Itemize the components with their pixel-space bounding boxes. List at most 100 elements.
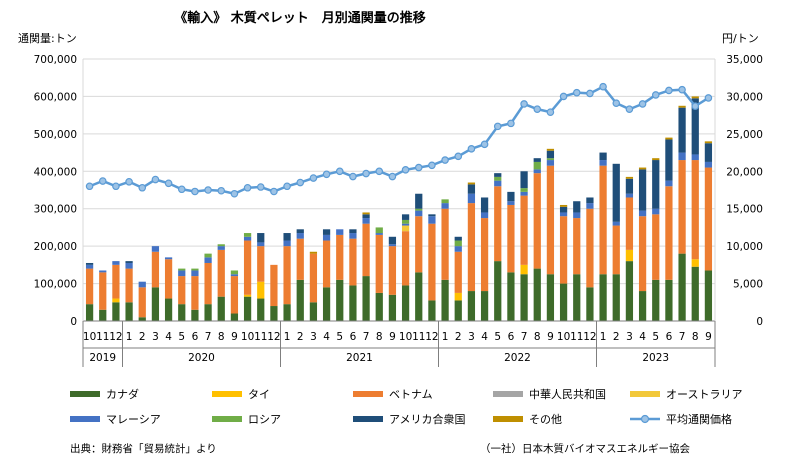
bar-segment <box>546 148 555 151</box>
left-axis-label: 通関量:トン <box>18 32 77 45</box>
month-label: 10 <box>241 331 254 343</box>
bar-segment <box>296 229 304 234</box>
bar-segment <box>625 178 634 194</box>
legend-marker <box>640 414 650 424</box>
bar-segment <box>704 143 713 162</box>
bar-segment <box>336 234 344 280</box>
month-label: 1 <box>126 331 133 343</box>
bar-segment <box>362 214 370 219</box>
bar-segment <box>480 291 489 321</box>
month-label: 9 <box>231 331 238 343</box>
bar-segment <box>204 262 212 305</box>
bar-segment <box>586 197 594 204</box>
price-point <box>454 152 463 161</box>
bar-segment <box>652 158 660 161</box>
right-tick-label: 35,000 <box>726 54 763 66</box>
bar-segment <box>99 270 107 273</box>
price-point <box>572 88 581 97</box>
bar-segment <box>507 272 515 321</box>
bar-segment <box>257 246 265 282</box>
month-label: 10 <box>83 331 96 343</box>
bar-segment <box>573 274 581 321</box>
bar-segment <box>204 304 212 321</box>
bar-segment <box>99 272 107 310</box>
month-label: 10 <box>399 331 412 343</box>
bar-segment <box>296 279 304 321</box>
bar-segment <box>85 268 94 305</box>
bar-segment <box>230 270 239 275</box>
bar-segment <box>638 291 647 321</box>
bar-segment <box>625 176 634 179</box>
bar-segment <box>388 236 397 245</box>
bar-segment <box>612 274 620 321</box>
month-label: 8 <box>692 331 699 343</box>
bar-segment <box>494 186 502 262</box>
price-point <box>112 182 120 191</box>
bar-segment <box>520 274 528 321</box>
price-point <box>467 145 476 153</box>
month-label: 12 <box>267 331 280 343</box>
bar-segment <box>112 261 120 265</box>
bar-segment <box>652 208 660 215</box>
bar-segment <box>520 188 528 192</box>
legend-label: アメリカ合衆国 <box>389 412 465 426</box>
bar-segment <box>428 300 436 321</box>
bar-segment <box>507 191 515 202</box>
bar-segment <box>401 225 410 232</box>
month-label: 6 <box>350 331 357 343</box>
month-label: 12 <box>109 331 122 343</box>
price-point <box>507 119 515 128</box>
bar-segment <box>283 240 291 247</box>
bar-segment <box>467 184 476 194</box>
bar-segment <box>270 264 278 307</box>
price-point <box>125 177 133 186</box>
bar-segment <box>243 236 252 241</box>
price-point <box>349 172 357 181</box>
bar-segment <box>494 180 502 187</box>
year-label: 2020 <box>188 352 215 364</box>
bar-segment <box>125 262 133 269</box>
left-tick-label: 0 <box>70 316 77 328</box>
year-label: 2023 <box>642 352 669 364</box>
month-label: 7 <box>679 331 686 343</box>
price-point <box>546 108 555 116</box>
bar-segment <box>691 154 699 161</box>
month-label: 7 <box>205 331 212 343</box>
axes: 0 100,000 200,000 300,000 400,000 500,000 600,… <box>34 54 763 367</box>
price-point <box>493 122 502 131</box>
price-point <box>230 189 239 198</box>
bar-segment <box>112 264 120 299</box>
month-label: 5 <box>652 331 659 343</box>
price-point <box>665 86 673 95</box>
bar-segment <box>375 292 383 321</box>
price-point <box>651 91 660 99</box>
source-note: 出典：財務省「貿易統計」より <box>70 442 217 455</box>
bar-segment <box>533 169 541 174</box>
month-label: 1 <box>284 331 291 343</box>
bar-segment <box>191 268 199 271</box>
bar-segment <box>480 212 489 219</box>
bar-segment <box>191 309 199 321</box>
month-label: 8 <box>534 331 541 343</box>
bar-segment <box>415 216 423 273</box>
legend-swatch <box>70 416 100 422</box>
legend-swatch <box>630 391 660 397</box>
bar-segment <box>454 300 462 321</box>
bar-segment <box>401 223 410 226</box>
legend-swatch <box>212 391 242 397</box>
bar-segment <box>546 160 555 166</box>
bar-segment <box>375 234 383 293</box>
bar-segment <box>322 229 331 235</box>
right-tick-label: 20,000 <box>726 166 763 178</box>
gridlines <box>83 58 715 322</box>
bar-segment <box>559 206 568 213</box>
bar-segment <box>507 201 515 205</box>
month-label: 1 <box>600 331 607 343</box>
month-label: 4 <box>639 331 646 343</box>
legend-label: 平均通関価格 <box>666 412 732 426</box>
bar-segment <box>243 233 252 237</box>
month-label: 4 <box>323 331 330 343</box>
bar-segment <box>704 161 713 168</box>
price-point <box>98 177 107 185</box>
bar-segment <box>257 298 265 321</box>
